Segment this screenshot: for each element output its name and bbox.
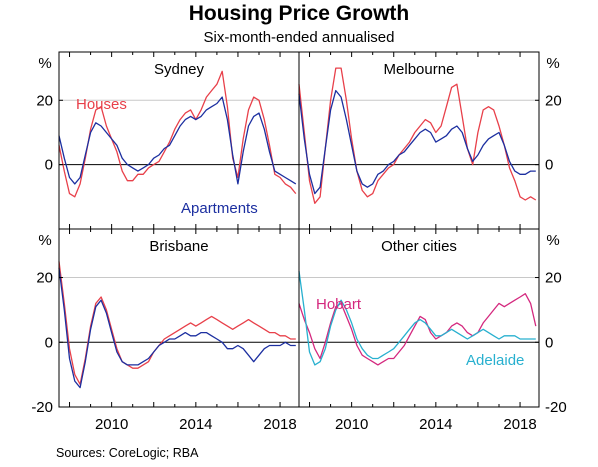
sydney-y-tick-label-left: 0 bbox=[45, 157, 53, 174]
melbourne-panel-title: Melbourne bbox=[384, 61, 455, 78]
brisbane-houses-line bbox=[58, 261, 296, 385]
chart-subtitle: Six-month-ended annualised bbox=[203, 29, 395, 46]
other-cities-x-tick-label: 2010 bbox=[335, 416, 368, 433]
melbourne-houses-line bbox=[298, 67, 537, 204]
brisbane-x-tick-label: 2014 bbox=[179, 416, 212, 433]
other-cities-y-tick-label-right: -20 bbox=[545, 399, 567, 416]
brisbane-y-tick-label-left: -20 bbox=[31, 399, 53, 416]
y-unit-label-top-left: % bbox=[38, 55, 51, 72]
sydney-panel-title: Sydney bbox=[154, 61, 205, 78]
sydney-houses-line bbox=[58, 70, 297, 198]
other-cities-y-tick-label-right: 0 bbox=[545, 334, 553, 351]
axis-labels: 0 20 0 20 -20 0 20 2010 2014 2018 -20 0 20 2010 2014 20… bbox=[31, 55, 566, 433]
axis-ticks bbox=[59, 52, 539, 408]
zero-lines bbox=[59, 164, 539, 343]
panel-titles: Sydney Melbourne Brisbane Other cities bbox=[149, 61, 457, 255]
y-unit-label-bottom-right: % bbox=[546, 232, 559, 249]
y-unit-label-bottom-left: % bbox=[38, 232, 51, 249]
brisbane-x-tick-label: 2018 bbox=[263, 416, 296, 433]
source-note: Sources: CoreLogic; RBA bbox=[56, 446, 199, 460]
brisbane-apartments-line bbox=[58, 267, 296, 389]
series-layer bbox=[58, 67, 537, 389]
other-cities-panel-title: Other cities bbox=[381, 238, 457, 255]
chart-title: Housing Price Growth bbox=[188, 2, 410, 25]
sydney-houses-annotation: Houses bbox=[76, 96, 127, 113]
other-cities-adelaide-annotation: Adelaide bbox=[466, 352, 524, 369]
melbourne-y-tick-label-right: 20 bbox=[545, 92, 562, 109]
sydney-apartments-line bbox=[58, 96, 297, 185]
sydney-y-tick-label-left: 20 bbox=[36, 92, 53, 109]
other-cities-x-tick-label: 2018 bbox=[503, 416, 536, 433]
melbourne-apartments-line bbox=[298, 89, 536, 195]
brisbane-y-tick-label-left: 0 bbox=[45, 334, 53, 351]
melbourne-y-tick-label-right: 0 bbox=[545, 157, 553, 174]
series-annotations: Houses Apartments Hobart Adelaide bbox=[76, 96, 524, 369]
brisbane-panel-title: Brisbane bbox=[149, 238, 208, 255]
brisbane-x-tick-label: 2010 bbox=[95, 416, 128, 433]
other-cities-hobart-annotation: Hobart bbox=[316, 296, 362, 313]
panel-frame bbox=[58, 51, 540, 408]
brisbane-y-tick-label-left: 20 bbox=[36, 270, 53, 287]
sydney-apartments-annotation: Apartments bbox=[181, 200, 258, 217]
other-cities-y-tick-label-right: 20 bbox=[545, 270, 562, 287]
other-cities-x-tick-label: 2014 bbox=[419, 416, 452, 433]
y-unit-label-top-right: % bbox=[546, 55, 559, 72]
other-cities-adelaide-line bbox=[298, 271, 536, 366]
